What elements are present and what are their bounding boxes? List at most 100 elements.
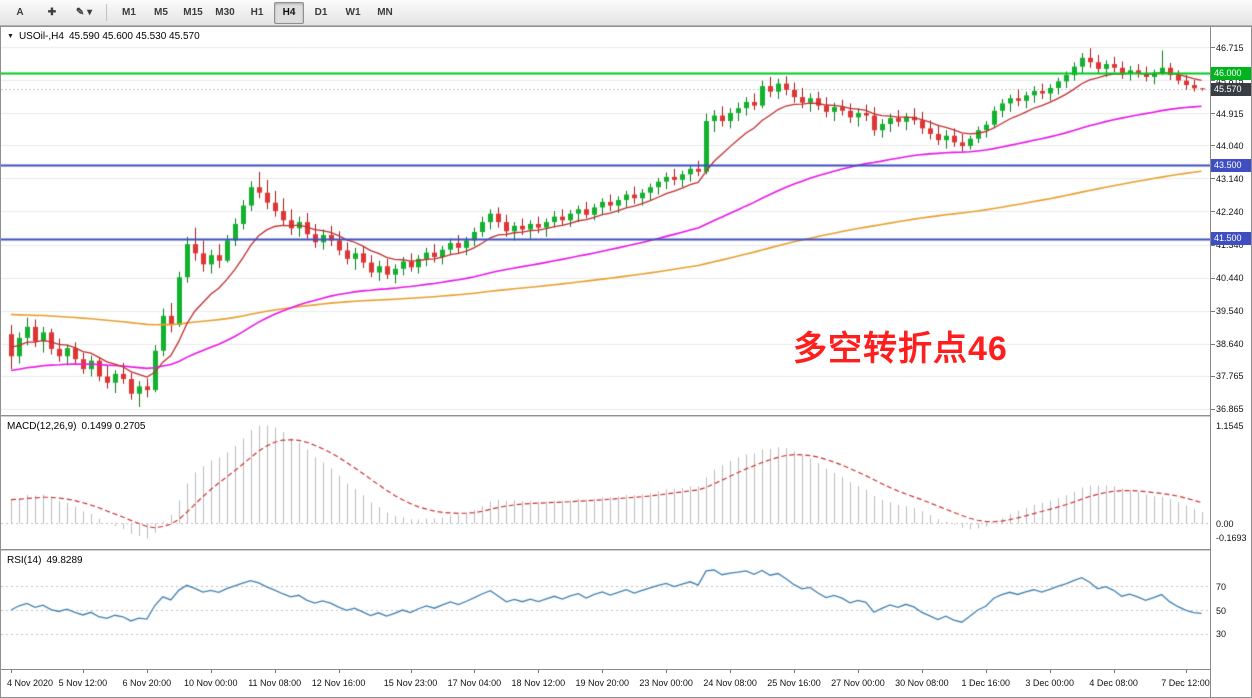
time-axis-label: 12 Nov 16:00 (311, 678, 366, 688)
time-axis-label: 27 Nov 00:00 (831, 678, 885, 688)
price-axis-tickmark (1211, 80, 1215, 81)
timeframe-button-m1[interactable]: M1 (122, 7, 136, 18)
time-axis-label: 10 Nov 00:00 (183, 678, 238, 688)
price-badge-45570: 45.570 (1211, 82, 1251, 96)
chart-window: ▼ USOil-,H4 45.590 45.600 45.530 45.570 … (0, 26, 1252, 698)
time-axis-tickmark (794, 670, 795, 673)
macd-axis-label: 1.1545 (1216, 420, 1244, 431)
time-axis-tickmark (1114, 670, 1115, 673)
time-axis-tickmark (538, 670, 539, 673)
time-axis-label: 6 Nov 20:00 (122, 678, 172, 688)
time-axis-tickmark (83, 670, 84, 673)
price-chart-canvas[interactable] (1, 27, 1210, 415)
time-axis-tickmark (11, 670, 12, 673)
rsi-header: RSI(14) 49.8289 (7, 555, 88, 566)
timeframe-button-w1[interactable]: W1 (345, 7, 361, 18)
time-axis[interactable]: 4 Nov 2020 5 Nov 12:00 6 Nov 20:00 10 Nov 0… (1, 669, 1210, 697)
text-tool-button[interactable]: A (16, 7, 24, 18)
time-axis-tickmark (411, 670, 412, 673)
time-axis-label: 11 Nov 08:00 (248, 678, 302, 688)
panel-separator-macd[interactable] (1, 415, 1210, 417)
price-axis-label: 36.865 (1216, 404, 1244, 415)
timeframe-button-m30[interactable]: M30 (215, 7, 235, 18)
rsi-axis-label: 50 (1216, 605, 1227, 616)
toolbar: A ✚ ✎ ▾ M1 M5 M15 M30 H1 H4 D1 W1 MN (0, 0, 1252, 26)
timeframe-button-d1[interactable]: D1 (314, 7, 328, 18)
price-badge-43500: 43.500 (1211, 158, 1251, 172)
rsi-values: 49.8289 (46, 555, 83, 566)
rsi-axis-label: 70 (1216, 581, 1227, 592)
time-axis-tickmark (666, 670, 667, 673)
time-axis-label: 15 Nov 23:00 (383, 678, 438, 688)
time-axis-label: 19 Nov 20:00 (575, 678, 630, 688)
timeframe-button-h4[interactable]: H4 (274, 1, 304, 24)
price-axis-label: 43.140 (1216, 173, 1244, 184)
time-axis-label: 7 Dec 12:00 (1161, 678, 1210, 688)
price-axis-tickmark (1211, 311, 1215, 312)
time-axis-label: 4 Dec 08:00 (1089, 678, 1138, 688)
rsi-axis-label: 30 (1216, 629, 1227, 640)
time-axis-label: 30 Nov 08:00 (895, 678, 949, 688)
price-axis-label: 39.540 (1216, 306, 1244, 317)
time-axis-label: 1 Dec 16:00 (961, 678, 1011, 688)
macd-canvas[interactable] (1, 417, 1210, 549)
timeframe-button-m5[interactable]: M5 (154, 7, 168, 18)
symbol-label: USOil-,H4 (18, 31, 64, 42)
time-axis-label: 17 Nov 04:00 (447, 678, 502, 688)
crosshair-tool-button[interactable]: ✚ (47, 7, 57, 18)
toolbar-separator (106, 4, 107, 21)
price-badge-46000: 46.000 (1211, 66, 1251, 80)
rsi-label: RSI(14) (7, 555, 42, 566)
price-axis-tickmark (1211, 47, 1215, 48)
timeframe-button-m15[interactable]: M15 (183, 7, 203, 18)
price-axis-tickmark (1211, 278, 1215, 279)
price-axis[interactable]: 46.71545.81544.91544.04043.14042.24041.3… (1210, 27, 1251, 697)
time-axis-label: 3 Dec 00:00 (1025, 678, 1074, 688)
drawing-tools-button[interactable]: ✎ ▾ (75, 7, 93, 18)
macd-values: 0.1499 0.2705 (81, 421, 146, 432)
price-axis-label: 40.440 (1216, 273, 1244, 284)
time-axis-tickmark (1050, 670, 1051, 673)
panel-separator-rsi[interactable] (1, 549, 1210, 551)
macd-axis-label: -0.1693 (1216, 533, 1247, 544)
time-axis-label: 4 Nov 2020 (7, 678, 54, 688)
chart-ohlc-header: ▼ USOil-,H4 45.590 45.600 45.530 45.570 (7, 31, 200, 42)
time-axis-tickmark (147, 670, 148, 673)
timeframe-button-h1[interactable]: H1 (250, 7, 264, 18)
time-axis-label: 24 Nov 08:00 (703, 678, 757, 688)
price-axis-tickmark (1211, 344, 1215, 345)
price-axis-tickmark (1211, 178, 1215, 179)
time-axis-tickmark (922, 670, 923, 673)
timeframe-button-mn[interactable]: MN (377, 7, 393, 18)
time-axis-tickmark (211, 670, 212, 673)
time-axis-label: 5 Nov 12:00 (58, 678, 108, 688)
price-axis-tickmark (1211, 113, 1215, 114)
price-axis-label: 45.815 (1216, 75, 1244, 86)
time-axis-tickmark (339, 670, 340, 673)
price-axis-label: 37.765 (1216, 371, 1244, 382)
time-axis-tickmark (602, 670, 603, 673)
price-axis-tickmark (1211, 409, 1215, 410)
time-axis-tickmark (474, 670, 475, 673)
time-axis-tickmark (730, 670, 731, 673)
price-axis-label: 42.240 (1216, 206, 1244, 217)
time-axis-tickmark (1186, 670, 1187, 673)
price-badge-41500: 41.500 (1211, 232, 1251, 246)
price-axis-tickmark (1211, 245, 1215, 246)
annotation-text[interactable]: 多空转折点46 (793, 330, 1008, 368)
price-axis-label: 38.640 (1216, 339, 1244, 350)
price-axis-label: 46.715 (1216, 42, 1244, 53)
macd-axis-label: 0.00 (1216, 518, 1234, 529)
rsi-canvas[interactable] (1, 551, 1210, 669)
time-axis-label: 25 Nov 16:00 (767, 678, 821, 688)
price-axis-tickmark (1211, 145, 1215, 146)
price-axis-tickmark (1211, 376, 1215, 377)
time-axis-label: 18 Nov 12:00 (511, 678, 566, 688)
time-axis-tickmark (858, 670, 859, 673)
price-axis-label: 44.915 (1216, 108, 1244, 119)
macd-label: MACD(12,26,9) (7, 421, 77, 432)
time-axis-label: 23 Nov 00:00 (639, 678, 693, 688)
symbol-dropdown-icon[interactable]: ▼ (7, 32, 14, 40)
time-axis-tickmark (986, 670, 987, 673)
price-axis-tickmark (1211, 211, 1215, 212)
